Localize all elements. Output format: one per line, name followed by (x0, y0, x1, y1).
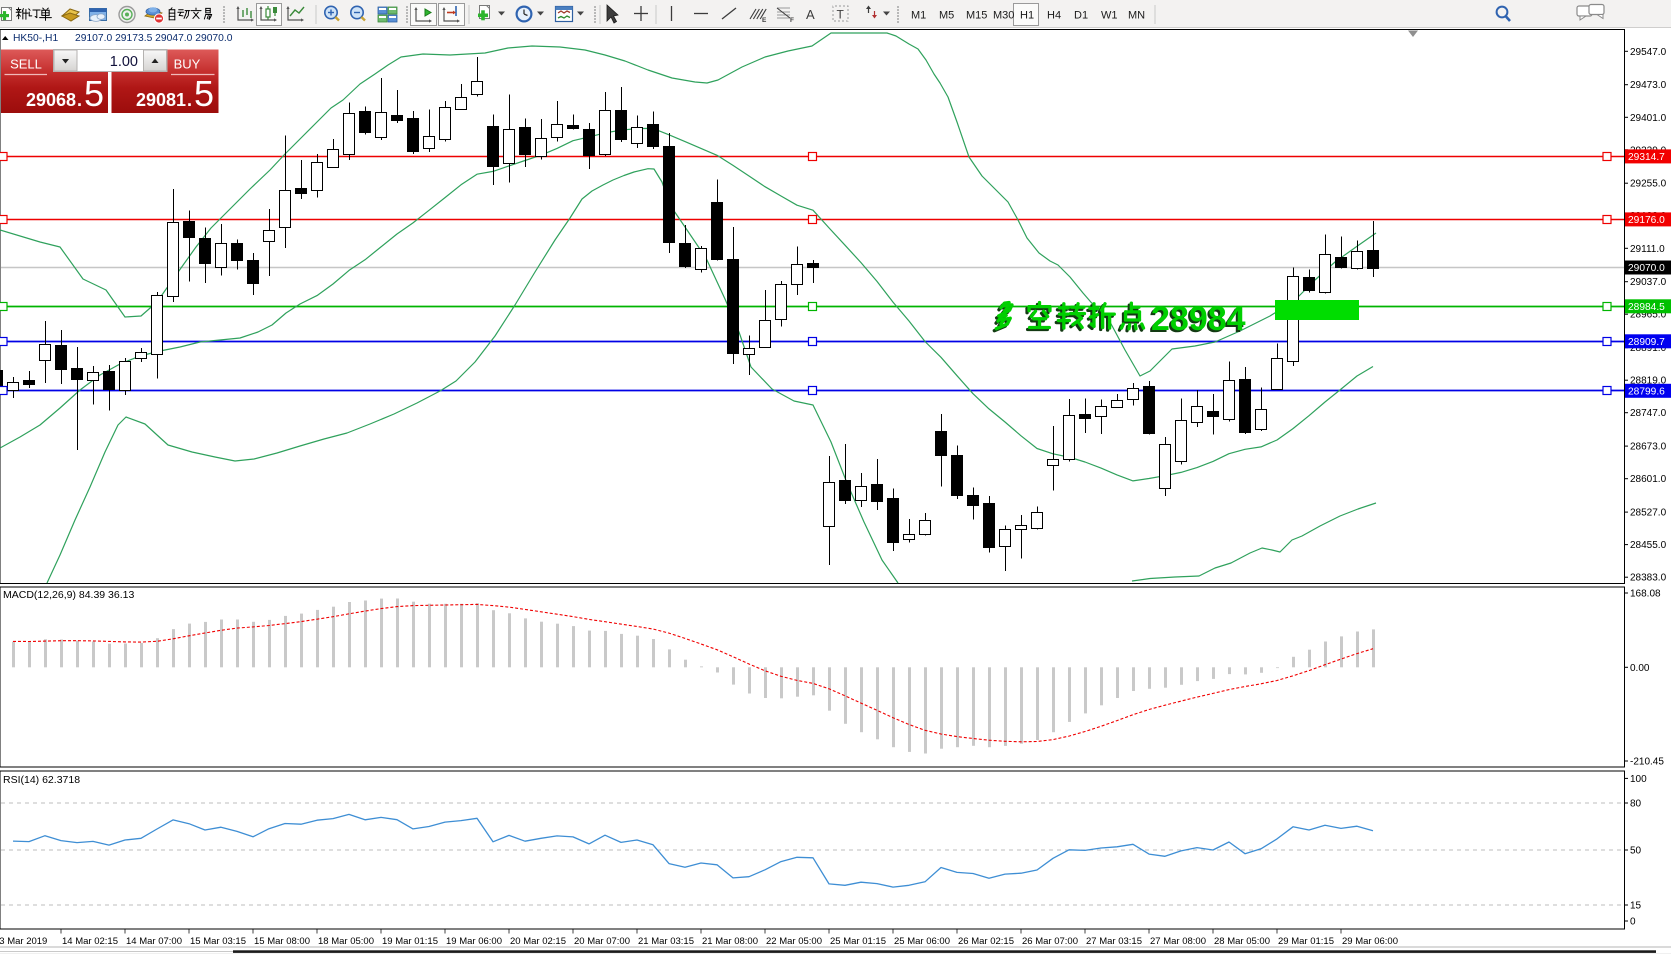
svg-text:28673.0: 28673.0 (1630, 442, 1667, 453)
svg-text:15 Mar 03:15: 15 Mar 03:15 (190, 936, 246, 947)
svg-text:H1: H1 (1020, 10, 1034, 22)
svg-text:50: 50 (1630, 846, 1642, 857)
svg-text:28819.0: 28819.0 (1630, 376, 1667, 387)
svg-text:BUY: BUY (174, 57, 201, 72)
svg-text:29107.0 29173.5 29047.0 29070.: 29107.0 29173.5 29047.0 29070.0 (75, 33, 233, 44)
svg-text:26 Mar 07:00: 26 Mar 07:00 (1022, 936, 1078, 947)
svg-text:80: 80 (1630, 799, 1642, 810)
svg-text:20 Mar 07:00: 20 Mar 07:00 (574, 936, 630, 947)
svg-text:E: E (762, 17, 767, 24)
svg-text:.: . (187, 90, 192, 110)
svg-text:28984.5: 28984.5 (1628, 302, 1665, 313)
svg-text:29547.0: 29547.0 (1630, 47, 1667, 58)
svg-text:1.00: 1.00 (110, 54, 138, 70)
svg-text:28891.0: 28891.0 (1630, 343, 1667, 354)
svg-text:29473.0: 29473.0 (1630, 80, 1667, 91)
svg-text:W1: W1 (1101, 10, 1118, 22)
svg-text:29255.0: 29255.0 (1630, 179, 1667, 190)
svg-text:14 Mar 07:00: 14 Mar 07:00 (126, 936, 182, 947)
svg-text:MN: MN (1128, 10, 1145, 22)
svg-text:28799.6: 28799.6 (1628, 387, 1665, 398)
svg-text:5: 5 (194, 73, 214, 114)
svg-text:29 Mar 06:00: 29 Mar 06:00 (1342, 936, 1398, 947)
svg-text:28909.7: 28909.7 (1628, 337, 1665, 348)
svg-text:21 Mar 08:00: 21 Mar 08:00 (702, 936, 758, 947)
svg-text:29068: 29068 (26, 90, 76, 110)
svg-text:.: . (77, 90, 82, 110)
svg-text:T: T (837, 8, 845, 22)
svg-text:19 Mar 01:15: 19 Mar 01:15 (382, 936, 438, 947)
svg-text:MACD(12,26,9) 84.39 36.13: MACD(12,26,9) 84.39 36.13 (3, 589, 134, 601)
svg-text:HK50-,H1: HK50-,H1 (13, 33, 58, 44)
svg-text:28984: 28984 (1151, 300, 1246, 338)
svg-text:29176.0: 29176.0 (1628, 215, 1665, 226)
svg-text:-210.45: -210.45 (1630, 757, 1664, 768)
svg-text:29037.0: 29037.0 (1630, 277, 1667, 288)
svg-text:29070.0: 29070.0 (1628, 263, 1665, 274)
svg-text:M15: M15 (966, 10, 987, 22)
svg-text:29 Mar 01:15: 29 Mar 01:15 (1278, 936, 1334, 947)
svg-text:13 Mar 2019: 13 Mar 2019 (0, 936, 47, 947)
svg-text:H4: H4 (1047, 10, 1061, 22)
svg-text:0.00: 0.00 (1630, 663, 1650, 674)
svg-text:5: 5 (84, 73, 104, 114)
svg-text:14 Mar 02:15: 14 Mar 02:15 (62, 936, 118, 947)
svg-text:25 Mar 06:00: 25 Mar 06:00 (894, 936, 950, 947)
svg-text:28527.0: 28527.0 (1630, 508, 1667, 519)
svg-text:RSI(14) 62.3718: RSI(14) 62.3718 (3, 774, 80, 786)
svg-text:28984: 28984 (1149, 302, 1244, 340)
svg-text:21 Mar 03:15: 21 Mar 03:15 (638, 936, 694, 947)
svg-text:28965.0: 28965.0 (1630, 310, 1667, 321)
svg-text:25 Mar 01:15: 25 Mar 01:15 (830, 936, 886, 947)
svg-text:0: 0 (1630, 917, 1636, 928)
svg-text:A: A (806, 7, 815, 22)
svg-text:28 Mar 05:00: 28 Mar 05:00 (1214, 936, 1270, 947)
svg-text:28601.0: 28601.0 (1630, 474, 1667, 485)
svg-text:26 Mar 02:15: 26 Mar 02:15 (958, 936, 1014, 947)
svg-text:19 Mar 06:00: 19 Mar 06:00 (446, 936, 502, 947)
svg-text:29314.7: 29314.7 (1628, 152, 1665, 163)
svg-text:28747.0: 28747.0 (1630, 408, 1667, 419)
svg-text:27 Mar 08:00: 27 Mar 08:00 (1150, 936, 1206, 947)
svg-text:29081: 29081 (136, 90, 186, 110)
svg-text:27 Mar 03:15: 27 Mar 03:15 (1086, 936, 1142, 947)
svg-text:29111.0: 29111.0 (1630, 244, 1665, 255)
svg-text:SELL: SELL (10, 57, 42, 72)
svg-text:22 Mar 05:00: 22 Mar 05:00 (766, 936, 822, 947)
svg-text:18 Mar 05:00: 18 Mar 05:00 (318, 936, 374, 947)
svg-text:100: 100 (1630, 774, 1647, 785)
svg-text:M30: M30 (993, 10, 1014, 22)
svg-text:15: 15 (1630, 901, 1642, 912)
svg-text:29401.0: 29401.0 (1630, 113, 1667, 124)
svg-text:M1: M1 (911, 10, 926, 22)
svg-text:28455.0: 28455.0 (1630, 540, 1667, 551)
svg-text:15 Mar 08:00: 15 Mar 08:00 (254, 936, 310, 947)
svg-text:F: F (790, 17, 794, 24)
svg-text:M5: M5 (939, 10, 954, 22)
svg-text:D1: D1 (1074, 10, 1088, 22)
svg-text:28383.0: 28383.0 (1630, 573, 1667, 584)
svg-text:168.08: 168.08 (1630, 589, 1661, 600)
svg-text:20 Mar 02:15: 20 Mar 02:15 (510, 936, 566, 947)
